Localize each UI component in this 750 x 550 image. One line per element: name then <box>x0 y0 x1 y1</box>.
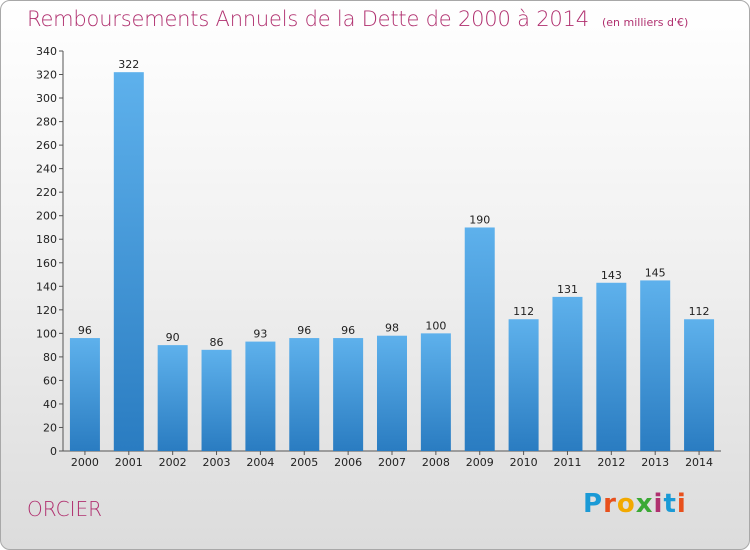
bar-2004 <box>245 341 276 451</box>
y-tick-label: 340 <box>36 45 57 58</box>
chart-data-labels: 96 322 90 86 93 96 96 98 100 190 112 131 143 145 112 <box>78 58 710 349</box>
chart-title: Remboursements Annuels de la Dette de 20… <box>27 7 688 31</box>
chart-bars <box>69 72 715 452</box>
bar-value-label: 131 <box>557 283 578 296</box>
y-tick-label: 140 <box>36 280 57 293</box>
bar-2001 <box>113 72 144 452</box>
bar-2010 <box>508 319 539 451</box>
bar-value-label: 143 <box>601 269 622 282</box>
logo-letter: P <box>583 489 604 519</box>
bar-2008 <box>420 333 451 451</box>
bar-value-label: 98 <box>385 322 399 335</box>
bar-value-label: 112 <box>513 305 534 318</box>
y-tick-label: 240 <box>36 163 57 176</box>
bar-2014 <box>684 319 715 451</box>
logo-letter: o <box>616 489 636 519</box>
bar-value-label: 90 <box>166 331 180 344</box>
bar-value-label: 96 <box>78 324 92 337</box>
bar-2009 <box>464 227 495 451</box>
logo-letter: x <box>635 489 654 519</box>
bar-value-label: 100 <box>425 319 446 332</box>
logo-letter: r <box>603 489 617 519</box>
x-tick-label: 2000 <box>71 456 99 469</box>
bar-value-label: 190 <box>469 213 490 226</box>
y-tick-label: 60 <box>43 374 57 387</box>
bar-2012 <box>596 282 627 451</box>
logo-letter: i <box>676 489 687 519</box>
x-tick-label: 2009 <box>466 456 494 469</box>
proxiti-logo: Proxiti <box>583 489 687 519</box>
x-tick-label: 2005 <box>290 456 318 469</box>
bar-2000 <box>69 338 100 451</box>
commune-name: ORCIER <box>27 497 103 521</box>
x-tick-label: 2003 <box>203 456 231 469</box>
bar-value-label: 322 <box>118 58 139 71</box>
bar-value-label: 96 <box>297 324 311 337</box>
x-tick-label: 2010 <box>510 456 538 469</box>
x-tick-label: 2002 <box>159 456 187 469</box>
x-tick-label: 2001 <box>115 456 143 469</box>
bar-2002 <box>157 345 188 451</box>
y-tick-label: 260 <box>36 139 57 152</box>
x-tick-label: 2008 <box>422 456 450 469</box>
y-tick-label: 320 <box>36 69 57 82</box>
chart-axes: 0 20 40 60 80 100 120 140 160 180 200 220 240 260 280 3… <box>36 45 721 469</box>
bar-value-label: 112 <box>689 305 710 318</box>
y-tick-label: 160 <box>36 257 57 270</box>
x-tick-label: 2014 <box>685 456 713 469</box>
bar-value-label: 86 <box>210 336 224 349</box>
y-tick-label: 300 <box>36 92 57 105</box>
logo-letter: t <box>663 489 677 519</box>
bar-value-label: 96 <box>341 324 355 337</box>
y-tick-label: 280 <box>36 116 57 129</box>
y-tick-label: 200 <box>36 210 57 223</box>
y-tick-label: 120 <box>36 304 57 317</box>
x-tick-label: 2013 <box>641 456 669 469</box>
bar-2011 <box>552 296 583 451</box>
bar-2007 <box>377 335 407 451</box>
y-tick-label: 100 <box>36 327 57 340</box>
x-tick-label: 2004 <box>246 456 274 469</box>
bar-2003 <box>201 349 232 451</box>
x-tick-label: 2006 <box>334 456 362 469</box>
bar-2005 <box>289 338 320 451</box>
y-tick-label: 180 <box>36 233 57 246</box>
y-tick-label: 80 <box>43 351 57 364</box>
x-tick-label: 2011 <box>553 456 581 469</box>
bar-value-label: 93 <box>253 328 267 341</box>
y-tick-label: 40 <box>43 398 57 411</box>
x-tick-label: 2012 <box>597 456 625 469</box>
bar-2006 <box>333 338 364 451</box>
y-tick-label: 0 <box>50 445 57 458</box>
chart-title-main: Remboursements Annuels de la Dette de 20… <box>27 7 589 31</box>
y-tick-label: 220 <box>36 186 57 199</box>
logo-letter: i <box>653 489 664 519</box>
y-tick-label: 20 <box>43 421 57 434</box>
x-tick-label: 2007 <box>378 456 406 469</box>
chart-unit-label: (en milliers d'€) <box>602 16 689 29</box>
bar-2013 <box>640 280 671 451</box>
bar-value-label: 145 <box>645 266 666 279</box>
